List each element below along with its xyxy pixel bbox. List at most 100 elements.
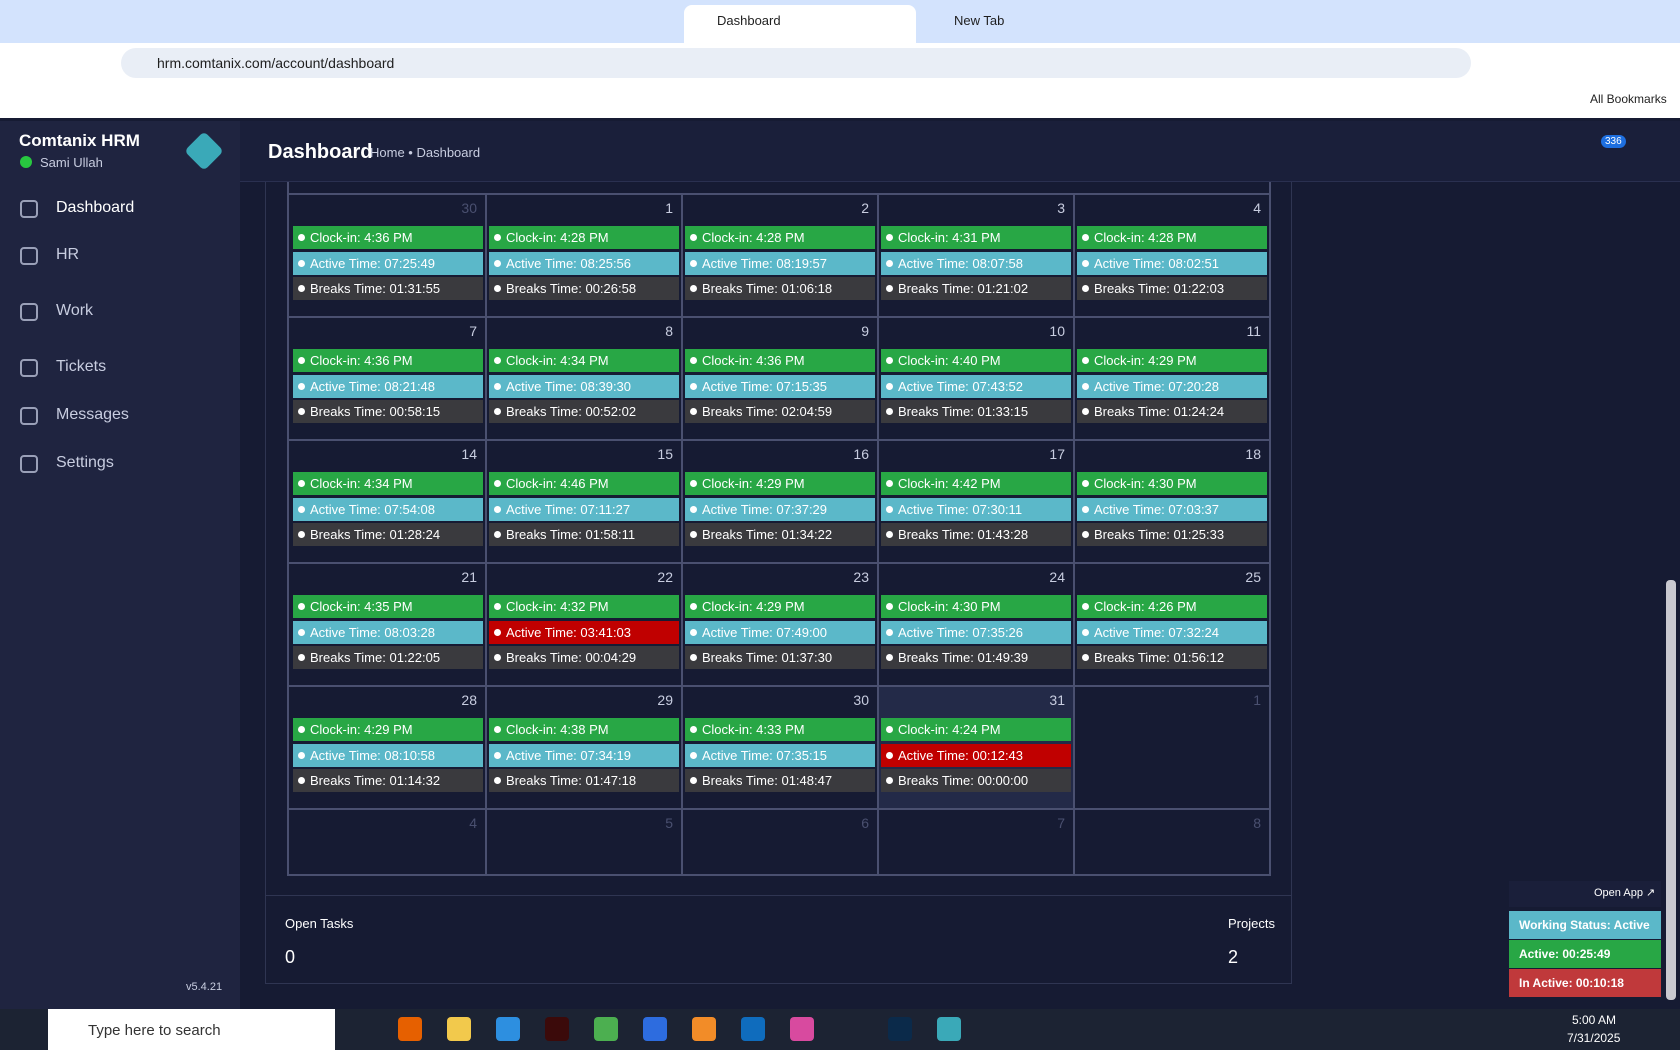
active-time: Active Time: 08:39:30 — [489, 375, 679, 398]
day-number: 11 — [1246, 323, 1261, 339]
breaks-time: Breaks Time: 01:33:15 — [881, 400, 1071, 423]
col-line — [485, 316, 487, 439]
online-dot — [20, 156, 32, 168]
calendar: 30 Clock-in: 4:36 PM Active Time: 07:25:49… — [287, 182, 1271, 876]
active-time: Active Time: 08:07:58 — [881, 252, 1071, 275]
app-icon[interactable] — [643, 1017, 667, 1041]
active-time: Active Time: 03:41:03 — [489, 621, 679, 644]
notification-badge[interactable]: 336 — [1601, 135, 1626, 148]
clock-in: Clock-in: 4:26 PM — [1077, 595, 1267, 618]
day-number: 8 — [1253, 815, 1261, 831]
menu-item[interactable]: Messages — [56, 406, 129, 423]
col-line — [1073, 439, 1075, 562]
app-icon[interactable] — [594, 1017, 618, 1041]
menu-item[interactable]: Settings — [56, 454, 114, 471]
col-line — [1073, 562, 1075, 685]
day-number: 3 — [1057, 200, 1065, 216]
value: 2 — [1228, 947, 1239, 967]
day-number: 6 — [861, 815, 869, 831]
breaks-time: Breaks Time: 01:48:47 — [685, 769, 875, 792]
breaks-time: Breaks Time: 01:06:18 — [685, 277, 875, 300]
menu-item[interactable]: Tickets — [56, 358, 107, 375]
active-time: Active Time: 07:11:27 — [489, 498, 679, 521]
active-tab[interactable] — [684, 5, 916, 43]
clock-in: Clock-in: 4:32 PM — [489, 595, 679, 618]
day-number: 8 — [665, 323, 673, 339]
app-icon[interactable] — [496, 1017, 520, 1041]
clock-in: Clock-in: 4:33 PM — [685, 718, 875, 741]
breaks-time: Breaks Time: 00:58:15 — [293, 400, 483, 423]
active-time: Active Time: 08:10:58 — [293, 744, 483, 767]
app-icon[interactable] — [692, 1017, 716, 1041]
label: Open Tasks — [285, 916, 354, 931]
clock-in: Clock-in: 4:38 PM — [489, 718, 679, 741]
menu-item[interactable]: HR — [56, 246, 80, 263]
clock-in: Clock-in: 4:36 PM — [293, 349, 483, 372]
active-time: Active Time: 07:32:24 — [1077, 621, 1267, 644]
clock-in: Clock-in: 4:46 PM — [489, 472, 679, 495]
breaks-time: Breaks Time: 00:00:00 — [881, 769, 1071, 792]
breaks-time: Breaks Time: 02:04:59 — [685, 400, 875, 423]
breaks-time: Breaks Time: 01:24:24 — [1077, 400, 1267, 423]
col-line — [877, 808, 879, 875]
app-icon[interactable] — [888, 1017, 912, 1041]
open-app[interactable]: Open App ↗ — [1594, 887, 1656, 899]
day-number: 7 — [469, 323, 477, 339]
clock-in: Clock-in: 4:28 PM — [685, 226, 875, 249]
bookmarks[interactable]: All Bookmarks — [1590, 92, 1667, 106]
active-time: Active Time: 07:37:29 — [685, 498, 875, 521]
clock-in: Clock-in: 4:29 PM — [293, 718, 483, 741]
app-icon[interactable] — [937, 1017, 961, 1041]
main: 30 Clock-in: 4:36 PM Active Time: 07:25:49… — [240, 182, 1666, 1009]
day-number: 30 — [853, 692, 869, 708]
day-number: 15 — [657, 446, 673, 462]
day-number: 16 — [853, 446, 869, 462]
active-time: Active Time: 08:02:51 — [1077, 252, 1267, 275]
app-icon[interactable] — [741, 1017, 765, 1041]
breadcrumb: Home • Dashboard — [370, 145, 481, 160]
menu-item[interactable]: Work — [56, 302, 94, 319]
col-line — [877, 562, 879, 685]
day-number: 21 — [461, 569, 477, 585]
day-number: 1 — [665, 200, 673, 216]
row-line — [289, 562, 1269, 564]
scrollbar[interactable] — [1666, 580, 1676, 1000]
active-time: Active Time: 07:54:08 — [293, 498, 483, 521]
col-line — [877, 685, 879, 808]
tab-title[interactable]: New Tab — [954, 13, 1005, 28]
icon — [20, 200, 38, 218]
clock-in: Clock-in: 4:24 PM — [881, 718, 1071, 741]
icon — [20, 455, 38, 473]
active-time: Active Time: 07:43:52 — [881, 375, 1071, 398]
icon — [20, 247, 38, 265]
menu-item[interactable]: Dashboard — [56, 199, 135, 216]
breaks-time: Breaks Time: 01:47:18 — [489, 769, 679, 792]
crumb[interactable]: Home — [370, 145, 405, 160]
app-icon[interactable] — [790, 1017, 814, 1041]
clock-in: Clock-in: 4:29 PM — [685, 472, 875, 495]
user-name: Sami Ullah — [40, 155, 103, 170]
active-time: Active Time: 08:25:56 — [489, 252, 679, 275]
tab-title[interactable]: Dashboard — [717, 13, 781, 28]
url[interactable]: hrm.comtanix.com/account/dashboard — [157, 55, 395, 71]
page-title: Dashboard — [268, 141, 373, 163]
app-icon[interactable] — [545, 1017, 569, 1041]
app-icon[interactable] — [447, 1017, 471, 1041]
row-line — [289, 808, 1269, 810]
active-time: Active Time: 08:03:28 — [293, 621, 483, 644]
clock-in: Clock-in: 4:34 PM — [489, 349, 679, 372]
search-text[interactable]: Type here to search — [88, 1022, 221, 1039]
col-line — [681, 685, 683, 808]
row-line — [289, 316, 1269, 318]
breaks-time: Breaks Time: 01:43:28 — [881, 523, 1071, 546]
col-line — [877, 316, 879, 439]
address-bar[interactable] — [121, 48, 1471, 78]
breaks-time: Breaks Time: 01:28:24 — [293, 523, 483, 546]
app-icon[interactable] — [398, 1017, 422, 1041]
breaks-time: Breaks Time: 00:52:02 — [489, 400, 679, 423]
search-box[interactable] — [48, 1009, 335, 1050]
active-time: Active Time: 07:25:49 — [293, 252, 483, 275]
active-time: Active Time: 07:30:11 — [881, 498, 1071, 521]
brand[interactable]: Comtanix HRM — [19, 131, 140, 150]
icon — [20, 407, 38, 425]
